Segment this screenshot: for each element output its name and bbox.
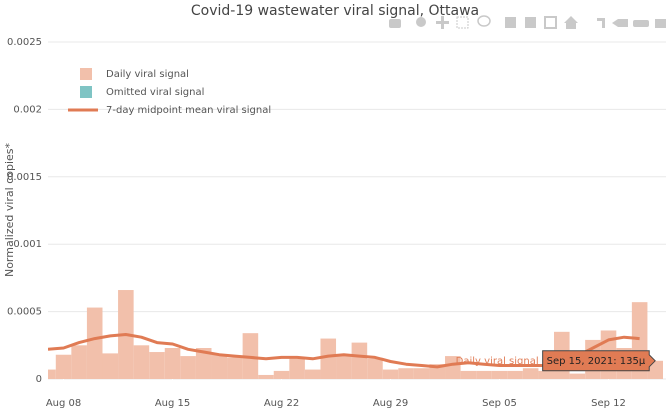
tooltip-series: Daily viral signal	[456, 356, 539, 367]
bar	[86, 307, 103, 379]
x-tick-label: Aug 08	[46, 398, 81, 409]
bar	[320, 338, 337, 379]
legend-swatch	[80, 86, 92, 98]
bar	[367, 358, 383, 379]
x-tick-label: Aug 15	[155, 398, 190, 409]
bar	[413, 368, 430, 379]
bar	[522, 368, 539, 379]
legend-swatch	[80, 68, 92, 80]
y-tick-label: 0	[36, 374, 42, 385]
bar	[211, 354, 228, 379]
y-tick-label: 0.0015	[7, 172, 42, 183]
y-tick-label: 0.001	[13, 239, 42, 250]
bar	[71, 345, 87, 379]
bar	[507, 370, 523, 379]
bar	[258, 374, 274, 379]
y-axis-title: Normalized viral copies*	[3, 142, 16, 277]
x-tick-label: Aug 29	[373, 398, 408, 409]
chart-title: Covid-19 wastewater viral signal, Ottawa	[191, 3, 479, 19]
mean-line	[48, 333, 640, 369]
bar	[273, 370, 290, 379]
bar	[445, 356, 461, 379]
bar	[304, 369, 321, 379]
bar	[569, 373, 586, 379]
bar	[149, 352, 165, 379]
bar	[351, 342, 368, 379]
bar	[55, 354, 72, 379]
bar	[476, 370, 492, 379]
x-tick-label: Sep 12	[591, 398, 626, 409]
bar	[336, 356, 352, 379]
legend-label: 7-day midpoint mean viral signal	[106, 105, 271, 116]
bar	[195, 347, 212, 379]
bar	[289, 358, 305, 379]
legend-label: Omitted viral signal	[106, 87, 204, 98]
bar	[164, 347, 181, 379]
bar	[102, 353, 119, 379]
toolbar[interactable]	[389, 15, 666, 29]
x-tick-label: Aug 22	[264, 398, 299, 409]
bar	[48, 369, 56, 379]
bar	[133, 345, 150, 379]
tooltip: Sep 15, 2021: 135μ Daily viral signal	[456, 350, 656, 372]
y-tick-label: 0.0005	[7, 307, 42, 318]
tooltip-box	[542, 350, 656, 372]
x-tick-label: Sep 05	[482, 398, 517, 409]
bar	[398, 368, 414, 379]
y-tick-label: 0.0025	[7, 37, 42, 48]
bar	[460, 370, 477, 379]
bar	[227, 357, 243, 379]
bar	[382, 369, 399, 379]
bar	[538, 370, 555, 379]
legend-label: Daily viral signal	[106, 69, 189, 80]
y-tick-label: 0.002	[13, 104, 42, 115]
bar	[180, 356, 196, 379]
tooltip-text: Sep 15, 2021: 135μ	[547, 356, 646, 367]
bar	[491, 370, 508, 379]
